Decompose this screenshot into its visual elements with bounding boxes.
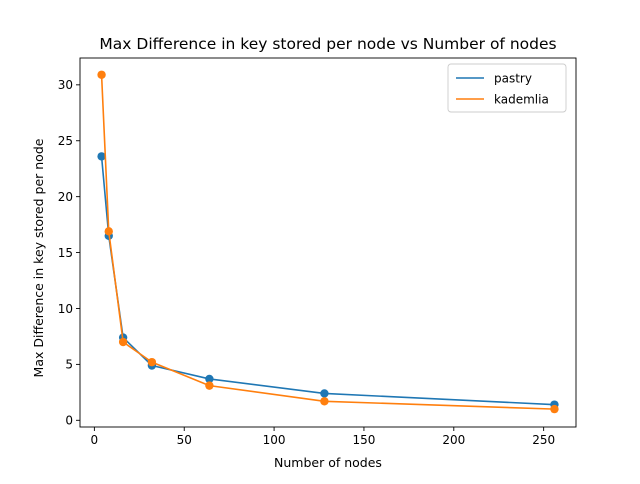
data-point-kademlia-0 xyxy=(97,70,106,79)
y-tick-label-0: 0 xyxy=(65,414,73,428)
y-tick-label-1: 5 xyxy=(65,358,73,372)
y-tick-label-4: 20 xyxy=(58,190,73,204)
data-point-kademlia-5 xyxy=(320,397,329,406)
data-point-kademlia-4 xyxy=(205,381,214,390)
legend-label-pastry: pastry xyxy=(494,71,532,85)
data-point-pastry-0 xyxy=(97,152,106,161)
x-tick-label-5: 250 xyxy=(532,433,555,447)
y-tick-label-2: 10 xyxy=(58,302,73,316)
data-point-pastry-4 xyxy=(205,374,214,384)
x-tick-label-0: 0 xyxy=(91,433,99,447)
y-axis-label: Max Difference in key stored per node xyxy=(31,138,46,377)
legend-label-kademlia: kademlia xyxy=(494,92,549,106)
legend-box xyxy=(447,63,567,113)
series-layer xyxy=(97,70,559,414)
plot-frame xyxy=(79,57,577,428)
y-tick-label-6: 30 xyxy=(58,78,73,92)
x-axis-label: Number of nodes xyxy=(274,455,382,470)
x-tick-label-1: 50 xyxy=(177,433,192,447)
x-tick-label-4: 200 xyxy=(442,433,465,447)
data-point-kademlia-3 xyxy=(147,357,157,367)
axes-layer: 0 50 100 150 200 250 0 5 10 15 20 25 30 xyxy=(58,57,577,447)
y-tick-label-5: 25 xyxy=(58,134,73,148)
chart-title: Max Difference in key stored per node vs… xyxy=(99,35,556,53)
legend: pastry kademlia xyxy=(447,63,567,113)
data-point-kademlia-6 xyxy=(550,404,559,414)
data-point-kademlia-2 xyxy=(118,337,128,347)
y-tick-label-3: 15 xyxy=(58,246,73,260)
x-tick-label-3: 150 xyxy=(352,433,375,447)
data-point-kademlia-1 xyxy=(104,227,113,236)
data-point-pastry-5 xyxy=(320,389,329,398)
x-tick-label-2: 100 xyxy=(263,433,286,447)
